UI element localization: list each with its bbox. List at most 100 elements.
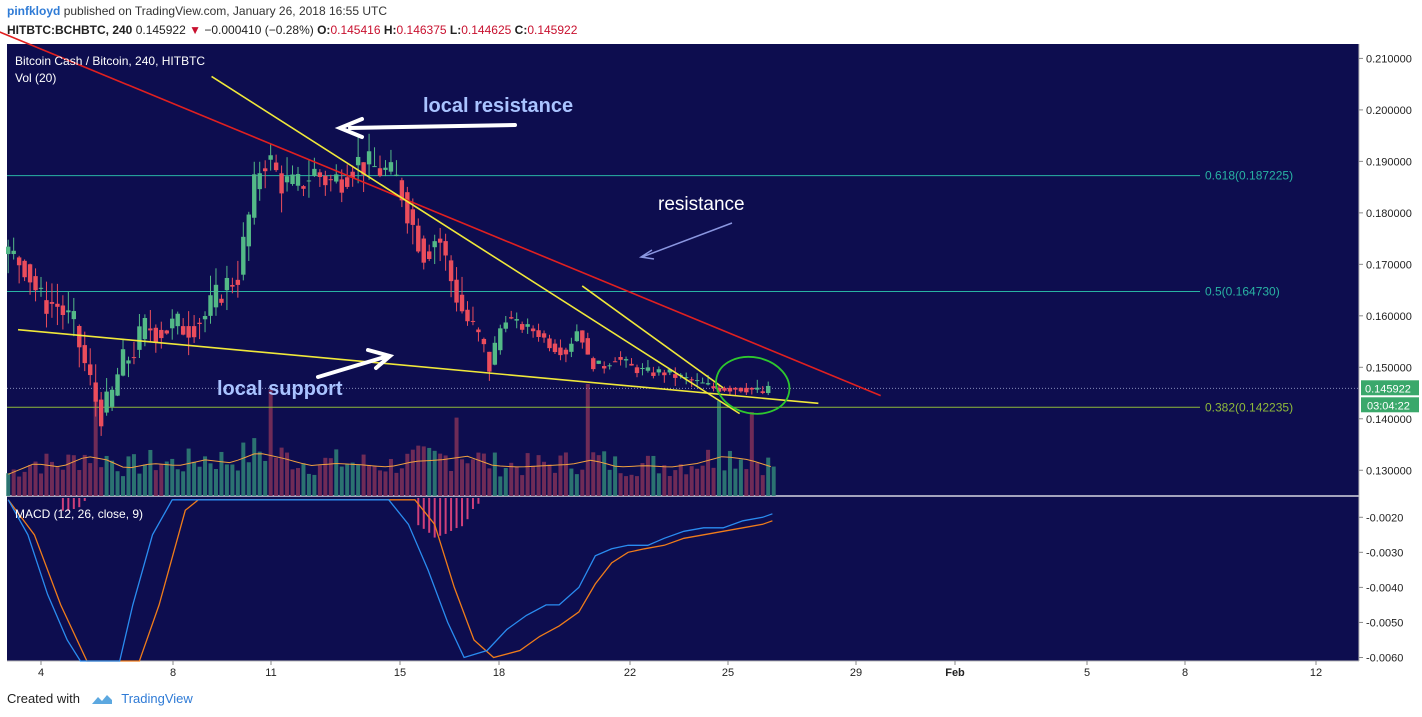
volume-bar [28, 464, 33, 496]
candle-body [651, 372, 656, 376]
candle-body [88, 364, 93, 376]
last-price-badge [1361, 380, 1419, 396]
volume-bar [208, 463, 213, 496]
volume-bar [634, 476, 639, 496]
publish-info: pinfkloyd published on TradingView.com, … [7, 4, 387, 18]
candle-body [60, 305, 66, 316]
candle-body [722, 387, 727, 391]
candle-body [454, 279, 459, 303]
candle-body [760, 391, 765, 393]
breakout-ellipse [715, 355, 791, 415]
candle-body [547, 338, 552, 349]
candle-body [262, 168, 268, 172]
candle-body [416, 225, 421, 252]
volume-bar [749, 412, 754, 496]
candle-body [235, 279, 241, 285]
volume-bar [257, 451, 262, 496]
volume-bar [476, 452, 481, 496]
volume-bar [733, 468, 738, 496]
candle-body [629, 363, 634, 366]
candle-body [180, 326, 186, 335]
candle-body [388, 162, 394, 172]
volume-bar [580, 469, 585, 496]
time-tick-label: 11 [265, 667, 276, 679]
volume-bar [268, 389, 273, 496]
volume-bar [153, 470, 158, 496]
candle-body [98, 399, 104, 427]
publish-text: published on TradingView.com, January 26… [63, 4, 388, 18]
candle-body [345, 177, 350, 187]
candle-body [372, 166, 377, 168]
tradingview-link[interactable]: TradingView [121, 691, 193, 706]
volume-bar [651, 455, 656, 496]
volume-bar [11, 469, 16, 496]
candle-body [700, 382, 705, 384]
candle-body [744, 387, 749, 393]
candle-body [574, 331, 580, 342]
macd-line [7, 499, 773, 662]
candle-body [492, 342, 498, 365]
candle-body [350, 171, 355, 178]
candle-body [153, 327, 159, 343]
candle-body [241, 236, 246, 275]
candle-body [339, 179, 344, 193]
volume-bar [421, 446, 426, 496]
low-value: 0.144625 [461, 23, 512, 37]
candle-body [459, 294, 465, 312]
candle-body [55, 303, 60, 307]
time-tick-label: 8 [1182, 667, 1188, 679]
volume-bar [618, 473, 623, 496]
candle-body [317, 172, 323, 177]
author-link[interactable]: pinfkloyd [7, 4, 61, 18]
local-resistance-label: local resistance [423, 95, 573, 117]
volume-bar [394, 472, 399, 496]
volume-bar [509, 462, 514, 496]
fib-level-label: 0.5(0.164730) [1205, 284, 1280, 298]
candle-body [11, 250, 16, 255]
candle-body [355, 156, 361, 166]
volume-bar [328, 458, 333, 496]
candle-body [104, 391, 109, 413]
candle-body [640, 367, 645, 370]
volume-bar [356, 464, 361, 496]
candle-body [733, 387, 738, 390]
volume-bar [372, 465, 377, 496]
volume-bar [230, 464, 235, 496]
volume-bar [525, 453, 530, 496]
volume-bar [285, 452, 290, 496]
last-price-badge-label: 0.145922 [1365, 383, 1411, 395]
volume-bar [760, 475, 765, 496]
volume-bar [290, 469, 295, 496]
candle-body [361, 162, 366, 175]
symbol-info: HITBTC:BCHBTC, 240 0.145922 ▼ −0.000410 … [7, 23, 577, 37]
volume-bar [552, 472, 557, 496]
volume-bar [585, 384, 590, 496]
chart-svg[interactable]: 0.618(0.187225) 0.5(0.164730) 0.382(0.1422… [0, 0, 1422, 690]
volume-bar [104, 455, 109, 496]
volume-bar [110, 460, 115, 496]
local-resistance-arrow [334, 117, 517, 139]
tradingview-logo-icon[interactable] [90, 693, 114, 707]
candle-body [470, 320, 476, 322]
candle-body [601, 366, 607, 369]
volume-bar [678, 464, 683, 496]
time-tick-label: 25 [722, 667, 734, 679]
candle-body [126, 360, 131, 364]
volume-bar [323, 457, 328, 496]
candle-body [279, 173, 284, 194]
fib-level-label: 0.382(0.142235) [1205, 400, 1293, 414]
candle-body [667, 369, 672, 373]
volume-bar [60, 469, 65, 496]
volume-bar [317, 465, 322, 496]
price-tick-label: 0.150000 [1366, 362, 1412, 374]
candle-body [405, 192, 410, 224]
time-tick-label: 5 [1084, 667, 1090, 679]
resistance-trendline [0, 31, 881, 397]
candle-body [481, 338, 487, 345]
volume-bar [383, 471, 388, 496]
volume-bar [624, 476, 629, 496]
candle-body [191, 326, 197, 338]
volume-bar [640, 463, 645, 496]
local-support-label: local support [217, 378, 343, 400]
macd-tick-label: -0.0030 [1366, 547, 1403, 559]
